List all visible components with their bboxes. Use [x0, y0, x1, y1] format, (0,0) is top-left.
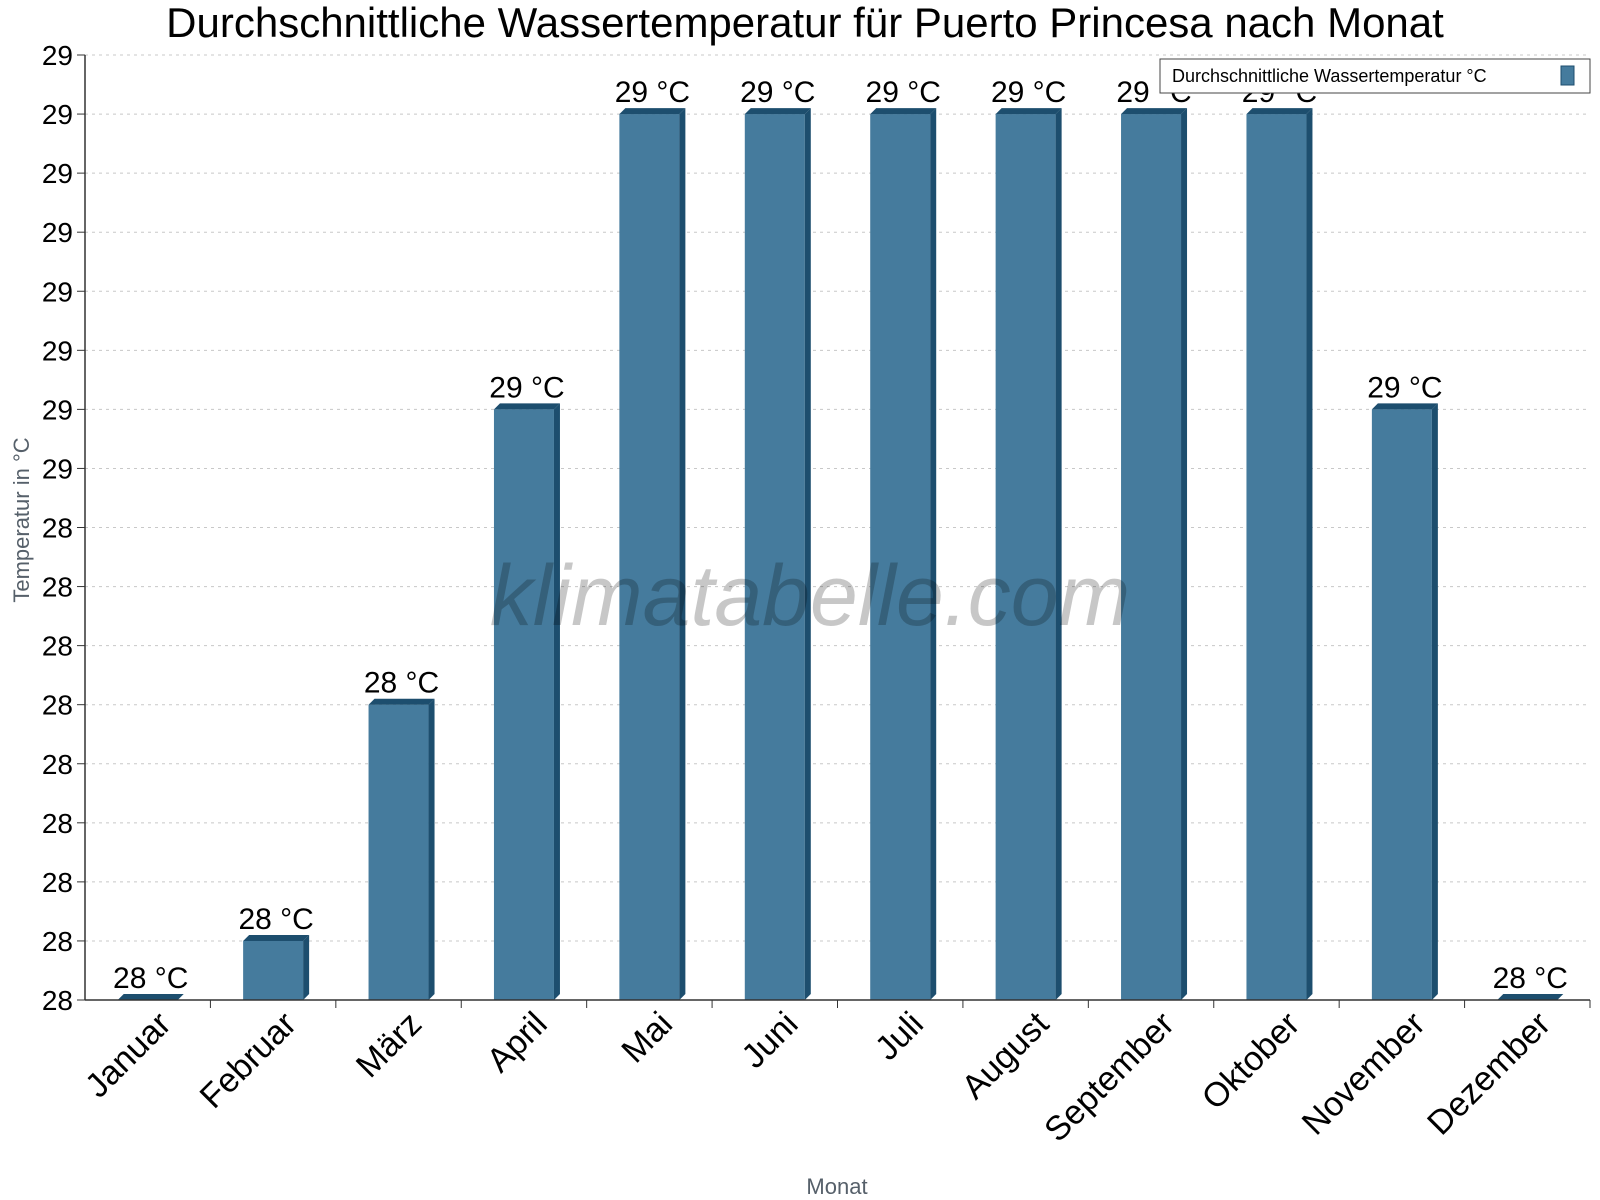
x-tick-label: November: [1295, 1005, 1433, 1143]
bar: [243, 934, 310, 1000]
data-label: 29 °C: [991, 76, 1066, 109]
x-tick-label: März: [349, 1005, 429, 1085]
y-tick-label: 28: [42, 572, 73, 603]
y-tick-label: 29: [42, 217, 73, 248]
x-tick-label: Juli: [868, 1005, 931, 1068]
y-tick-label: 29: [42, 335, 73, 366]
bar-top: [619, 108, 686, 115]
data-label: 29 °C: [615, 76, 690, 109]
y-tick-label: 29: [42, 40, 73, 71]
bar-top: [117, 994, 184, 1000]
bar-face: [870, 114, 931, 1000]
x-tick-label: April: [480, 1005, 555, 1080]
watermark: klimatabelle.com: [490, 548, 1130, 644]
bar-top: [1246, 108, 1313, 115]
bar: [1371, 403, 1438, 1000]
y-tick-label: 29: [42, 276, 73, 307]
bar-face: [493, 409, 554, 1000]
y-tick-label: 28: [42, 690, 73, 721]
x-tick-label: Oktober: [1195, 1005, 1307, 1117]
bar-side: [1431, 403, 1438, 1000]
bar-side: [1306, 108, 1313, 1000]
bar-top: [368, 698, 435, 705]
x-tick-label: September: [1037, 1005, 1181, 1149]
x-axis-title: Monat: [806, 1174, 867, 1199]
bar-face: [243, 940, 304, 1000]
chart-title: Durchschnittliche Wassertemperatur für P…: [166, 0, 1444, 46]
data-label: 28 °C: [113, 962, 188, 995]
data-labels: 28 °C 28 °C 28 °C 29 °C 29 °C 29 °C 29 °C 29 °C…: [113, 76, 1568, 995]
bar-side: [428, 698, 435, 1000]
data-label: 28 °C: [364, 667, 439, 700]
bar-face: [368, 704, 429, 1000]
data-label: 28 °C: [1493, 962, 1568, 995]
bar: [1246, 108, 1313, 1000]
y-tick-label: 28: [42, 631, 73, 662]
bar-side: [1055, 108, 1062, 1000]
legend-box: [1159, 58, 1591, 94]
y-tick-label: 29: [42, 453, 73, 484]
x-tick-label: Mai: [614, 1005, 680, 1071]
bar: [1121, 108, 1188, 1000]
y-tick-label: 29: [42, 158, 73, 189]
y-tick-label: 28: [42, 808, 73, 839]
grid-lines: [85, 54, 1590, 942]
bar-top: [1371, 403, 1438, 410]
bar-side: [679, 108, 686, 1000]
y-tick-label: 29: [42, 99, 73, 130]
bar-face: [1246, 114, 1307, 1000]
bar-top: [995, 108, 1062, 115]
y-tick-label: 28: [42, 867, 73, 898]
bar-top: [1121, 108, 1188, 115]
legend: Durchschnittliche Wassertemperatur °C: [1159, 58, 1591, 94]
x-tick-label: Januar: [78, 1005, 178, 1105]
bar-side: [804, 108, 811, 1000]
bar-side: [303, 934, 310, 1000]
data-label: 29 °C: [740, 76, 815, 109]
bar-face: [619, 114, 680, 1000]
y-axis-title: Temperatur in °C: [9, 437, 34, 602]
data-label: 28 °C: [238, 903, 313, 936]
data-label: 29 °C: [866, 76, 941, 109]
bar: [619, 108, 686, 1000]
y-tick-label: 28: [42, 985, 73, 1016]
bar-top: [870, 108, 937, 115]
bar: [493, 403, 560, 1000]
legend-label: Durchschnittliche Wassertemperatur °C: [1172, 66, 1487, 86]
x-tick-label: Juni: [734, 1005, 805, 1076]
y-tick-label: 28: [42, 926, 73, 957]
bar: [870, 108, 937, 1000]
data-label: 29 °C: [1367, 371, 1442, 404]
bar-face: [1371, 409, 1432, 1000]
bar: [368, 698, 435, 1000]
bar-face: [1121, 114, 1182, 1000]
data-label: 29 °C: [489, 371, 564, 404]
y-tick-label: 29: [42, 394, 73, 425]
bar: [744, 108, 811, 1000]
y-tick-label: 28: [42, 513, 73, 544]
bar-top: [243, 934, 310, 941]
legend-swatch: [1560, 65, 1575, 86]
y-axis-ticks: 28 28 28 28 28 28 28 28 28 29 29 29 29 29 29 29 29: [42, 40, 85, 1016]
bar-face: [995, 114, 1056, 1000]
bar-top: [744, 108, 811, 115]
bars: [117, 108, 1564, 1000]
bar: [995, 108, 1062, 1000]
y-tick-label: 28: [42, 749, 73, 780]
bar-side: [553, 403, 560, 1000]
x-tick-label: Februar: [193, 1005, 304, 1116]
x-tick-label: Dezember: [1420, 1005, 1558, 1143]
bar-face: [744, 114, 805, 1000]
x-axis-ticks: Januar Februar März April Mai Juni Juli AugustS…: [78, 1000, 1591, 1149]
x-tick-label: August: [955, 1004, 1057, 1106]
bar: [117, 994, 184, 1000]
bar: [1497, 994, 1564, 1000]
bar-top: [493, 403, 560, 410]
bar-top: [1497, 994, 1564, 1000]
bar-side: [1181, 108, 1188, 1000]
bar-side: [930, 108, 937, 1000]
